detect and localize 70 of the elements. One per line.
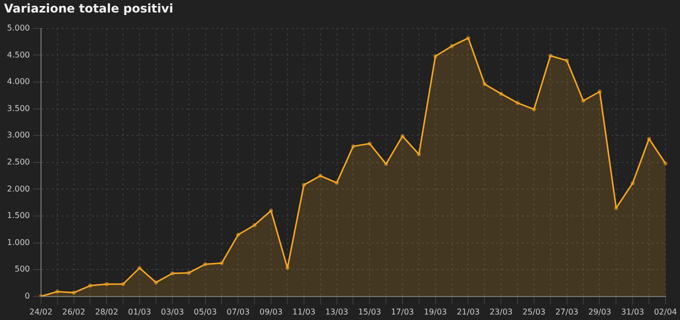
chart-title: Variazione totale positivi	[4, 1, 174, 16]
point	[302, 182, 306, 187]
point	[450, 44, 454, 48]
y-tick-label: 1.000	[6, 238, 30, 247]
point	[598, 90, 602, 94]
x-tick-label: 15/03	[358, 307, 382, 316]
x-tick-label: 13/03	[325, 307, 348, 316]
x-tick-label: 17/03	[390, 307, 414, 316]
x-tick-label: 21/03	[456, 307, 480, 316]
point	[466, 36, 470, 40]
point	[252, 223, 257, 228]
point	[154, 280, 158, 284]
point	[121, 282, 126, 286]
point	[614, 206, 618, 210]
point	[416, 152, 421, 156]
point	[203, 262, 208, 266]
x-tick-label: 28/02	[95, 307, 118, 316]
point	[630, 181, 635, 186]
point	[236, 232, 240, 237]
x-tick-label: 09/03	[259, 307, 283, 316]
y-tick-label: 500	[14, 264, 30, 274]
y-tick-label: 1.500	[6, 211, 30, 220]
y-tick-label: 2.500	[6, 157, 30, 166]
point	[285, 266, 290, 270]
point	[564, 58, 569, 63]
x-tick-label: 03/03	[160, 307, 184, 316]
point	[88, 284, 92, 288]
point	[581, 98, 586, 103]
point	[532, 107, 536, 112]
x-tick-label: 05/03	[194, 307, 217, 316]
point	[384, 162, 388, 166]
y-tick-label: 4.000	[6, 77, 30, 86]
x-tick-label: 23/03	[490, 307, 513, 316]
point	[170, 271, 174, 276]
point	[516, 100, 520, 105]
x-tick-label: 19/03	[424, 307, 447, 316]
x-tick-label: 24/02	[29, 307, 52, 316]
point	[318, 174, 322, 178]
point	[482, 82, 487, 86]
x-tick-label: 07/03	[226, 307, 250, 316]
point	[548, 54, 552, 58]
y-tick-label: 2.000	[6, 184, 30, 194]
x-tick-label: 25/03	[522, 307, 546, 316]
x-tick-label: 01/03	[128, 307, 152, 316]
point	[334, 180, 339, 185]
y-tick-label: 5.000	[6, 23, 30, 32]
y-tick-label: 3.000	[6, 130, 30, 140]
x-tick-label: 11/03	[292, 307, 316, 316]
point	[104, 282, 109, 286]
point	[647, 136, 652, 141]
point	[138, 266, 142, 270]
point	[368, 142, 372, 146]
point	[663, 161, 668, 166]
y-tick-label: 0	[24, 291, 30, 300]
x-tick-label: 29/03	[588, 307, 612, 316]
x-tick-label: 02/04	[654, 307, 678, 316]
point	[220, 261, 224, 266]
x-tick-label: 31/03	[621, 307, 644, 316]
point	[55, 290, 60, 294]
x-tick-label: 27/03	[555, 307, 578, 316]
point	[351, 144, 356, 148]
point	[433, 54, 438, 58]
point	[499, 92, 504, 96]
point	[269, 208, 274, 213]
x-tick-label: 26/02	[62, 307, 86, 316]
point	[72, 290, 76, 295]
point	[400, 134, 404, 138]
point	[186, 270, 191, 275]
y-tick-label: 3.500	[6, 104, 30, 113]
y-tick-label: 4.500	[6, 50, 30, 60]
